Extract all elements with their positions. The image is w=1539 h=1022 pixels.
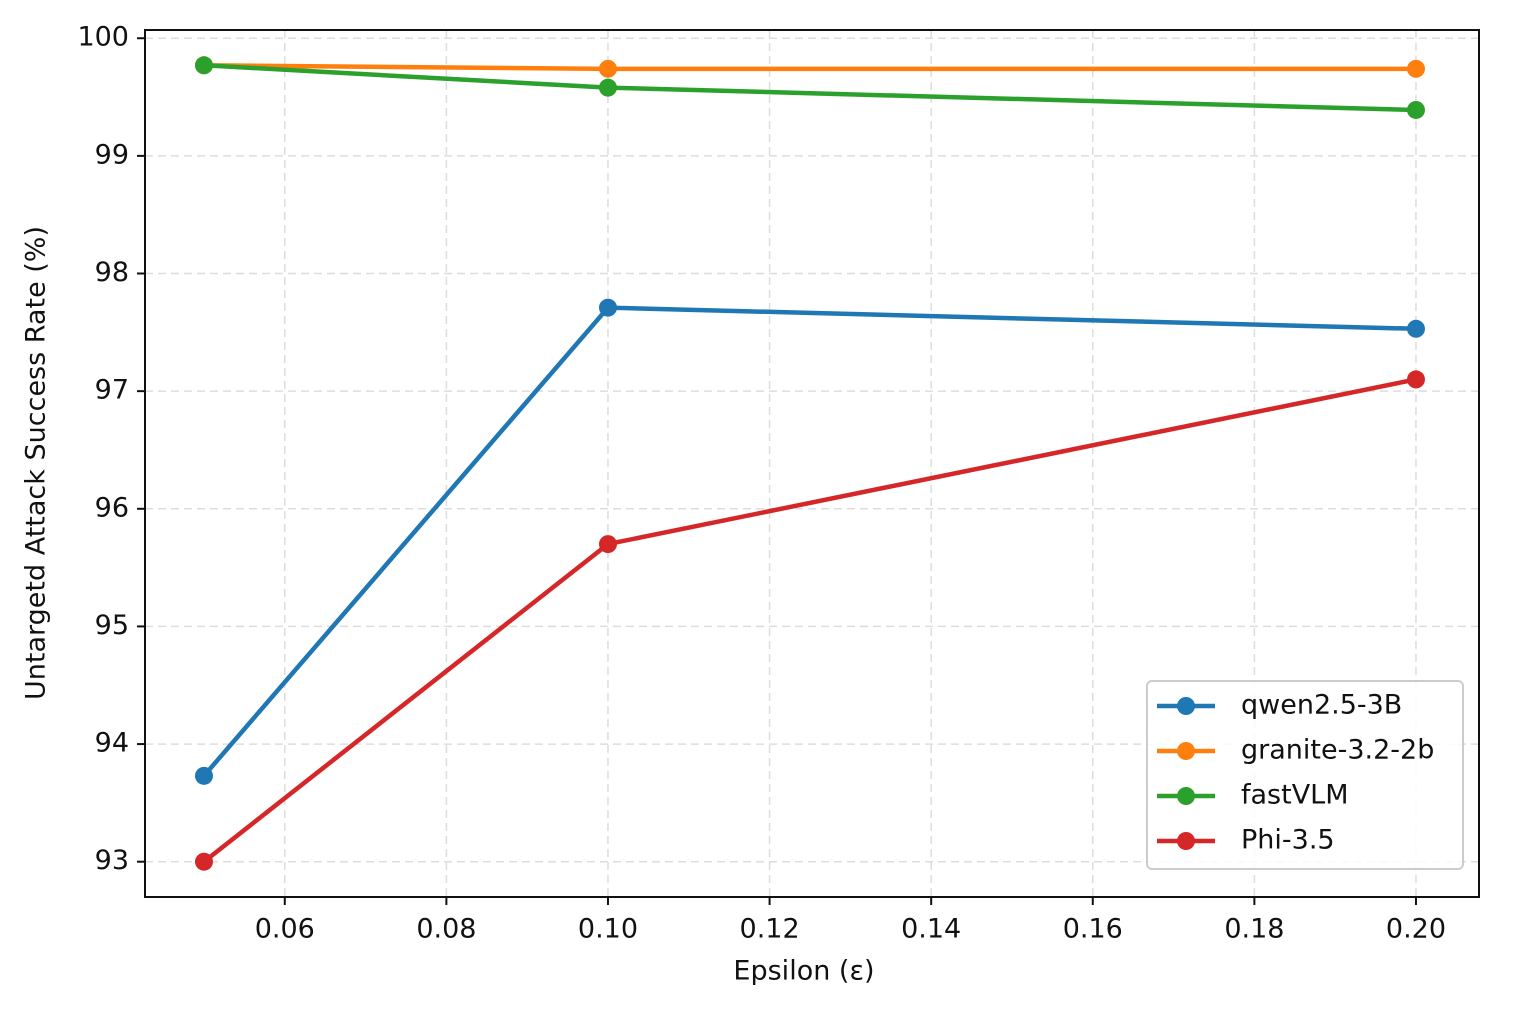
data-point: [194, 56, 213, 75]
data-point: [598, 298, 617, 317]
x-tick-label: 0.18: [1224, 914, 1284, 945]
data-point: [598, 535, 617, 554]
x-tick-label: 0.08: [416, 914, 476, 945]
data-point: [194, 766, 213, 785]
legend-label: Phi-3.5: [1241, 825, 1335, 856]
x-tick-label: 0.06: [255, 914, 315, 945]
data-point: [598, 59, 617, 78]
y-tick-label: 99: [95, 139, 129, 170]
legend-marker: [1177, 832, 1195, 850]
data-point: [1406, 319, 1425, 338]
data-point: [1406, 370, 1425, 389]
series-line: [203, 63, 1416, 72]
y-tick-label: 96: [95, 492, 129, 523]
legend-label: fastVLM: [1241, 780, 1349, 811]
y-tick-label: 93: [95, 845, 129, 876]
x-tick-label: 0.14: [901, 914, 961, 945]
data-point: [194, 852, 213, 871]
x-tick-label: 0.20: [1386, 914, 1446, 945]
legend-label: qwen2.5-3B: [1241, 690, 1402, 721]
data-point: [598, 78, 617, 97]
x-tick-label: 0.16: [1063, 914, 1123, 945]
data-point: [1406, 100, 1425, 119]
series-line: [203, 63, 1417, 113]
y-tick-label: 97: [95, 375, 129, 406]
y-axis-label: Untargetd Attack Success Rate (%): [21, 226, 52, 700]
legend-marker: [1177, 697, 1195, 715]
x-axis-label: Epsilon (ε): [733, 956, 874, 987]
legend-marker: [1177, 787, 1195, 805]
x-tick-label: 0.10: [578, 914, 638, 945]
y-tick-label: 95: [95, 610, 129, 641]
x-tick-label: 0.12: [740, 914, 800, 945]
y-tick-label: 98: [95, 257, 129, 288]
legend-box: [1146, 680, 1464, 870]
y-tick-label: 100: [77, 22, 129, 53]
legend-label: granite-3.2-2b: [1241, 735, 1434, 766]
plot-frame: [144, 29, 1480, 898]
y-tick-label: 94: [95, 728, 129, 759]
data-point: [1406, 59, 1425, 78]
legend-marker: [1177, 742, 1195, 760]
